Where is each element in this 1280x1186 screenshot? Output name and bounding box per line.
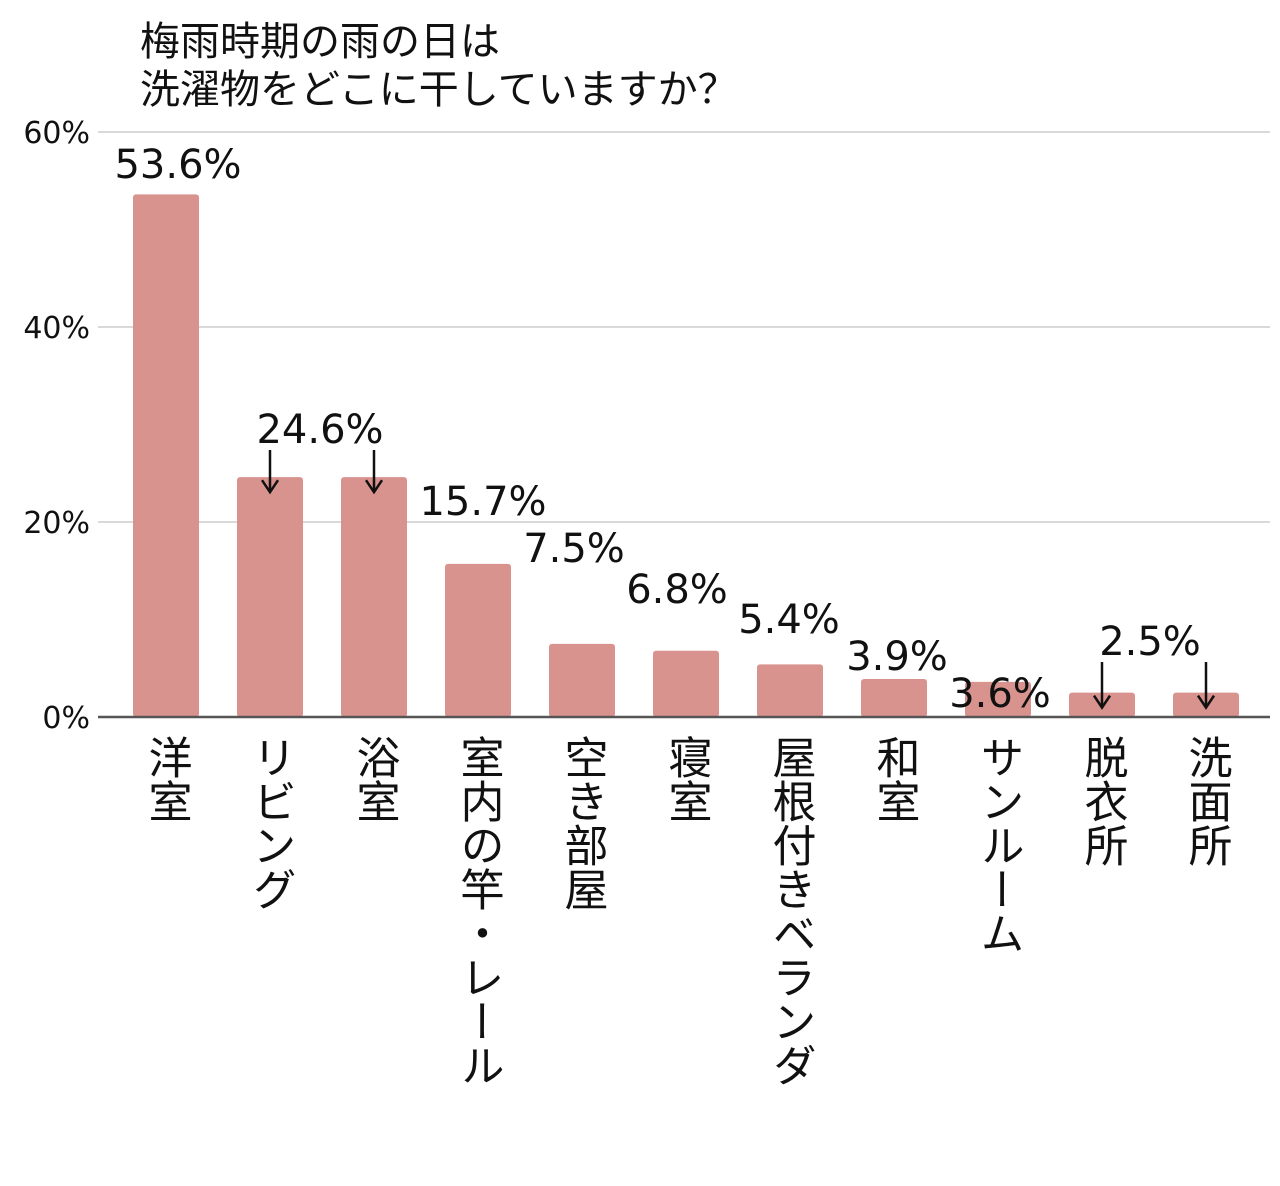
label-arrow — [260, 450, 280, 495]
data-label: 2.5% — [1099, 619, 1201, 665]
bar — [965, 681, 1031, 717]
y-tick-label: 60% — [23, 116, 90, 151]
data-label: 15.7% — [419, 479, 546, 525]
chart-title-line-1: 梅雨時期の雨の日は — [140, 19, 500, 65]
label-arrow — [1092, 662, 1112, 710]
bar — [445, 563, 511, 717]
data-labels: 53.6% 24.6% 15.7%7.5%6.8%5.4%3.9%3.6% 2.5% — [114, 142, 1200, 717]
category-label: 空き部屋 — [557, 735, 608, 911]
bar — [237, 477, 303, 717]
label-arrows — [260, 450, 1216, 710]
chart-title-line-2: 洗濯物をどこに干していますか？ — [140, 67, 738, 113]
bar — [549, 643, 615, 717]
data-label: 3.6% — [949, 671, 1051, 717]
category-label: 洗面所 — [1181, 735, 1232, 867]
data-label: 6.8% — [626, 567, 728, 613]
data-label: 7.5% — [523, 526, 625, 572]
y-tick-label: 20% — [23, 506, 90, 541]
y-axis-ticks: 0% 20% 40% 60% — [23, 116, 90, 736]
bars — [133, 194, 1239, 717]
category-labels: 洋室 リビング 浴室 室内の竿・レール 空き部屋 寝室 屋根付きベランダ 和室 サンルーム 脱衣所… — [141, 735, 1232, 1087]
bar — [861, 678, 927, 717]
category-label: リビング — [245, 735, 296, 911]
category-label: 屋根付きベランダ — [765, 735, 816, 1087]
category-label: サンルーム — [973, 735, 1024, 955]
category-label: 洋室 — [141, 735, 192, 823]
gridlines — [98, 131, 1270, 523]
bar — [653, 650, 719, 717]
data-label: 24.6% — [256, 407, 383, 453]
label-arrow — [1196, 662, 1216, 710]
category-label: 室内の竿・レール — [453, 735, 504, 1087]
data-label: 53.6% — [114, 142, 241, 188]
y-tick-label: 0% — [42, 701, 90, 736]
data-label: 3.9% — [846, 634, 948, 680]
label-arrow — [364, 450, 384, 495]
category-label: 脱衣所 — [1077, 735, 1128, 867]
y-tick-label: 40% — [23, 311, 90, 346]
chart-title: 梅雨時期の雨の日は 洗濯物をどこに干していますか？ — [140, 19, 738, 113]
category-label: 寝室 — [661, 735, 712, 823]
category-label: 浴室 — [349, 735, 400, 823]
data-label: 5.4% — [738, 597, 840, 643]
category-label: 和室 — [869, 735, 920, 823]
bar — [133, 194, 199, 717]
bar — [757, 664, 823, 717]
bar — [341, 477, 407, 717]
